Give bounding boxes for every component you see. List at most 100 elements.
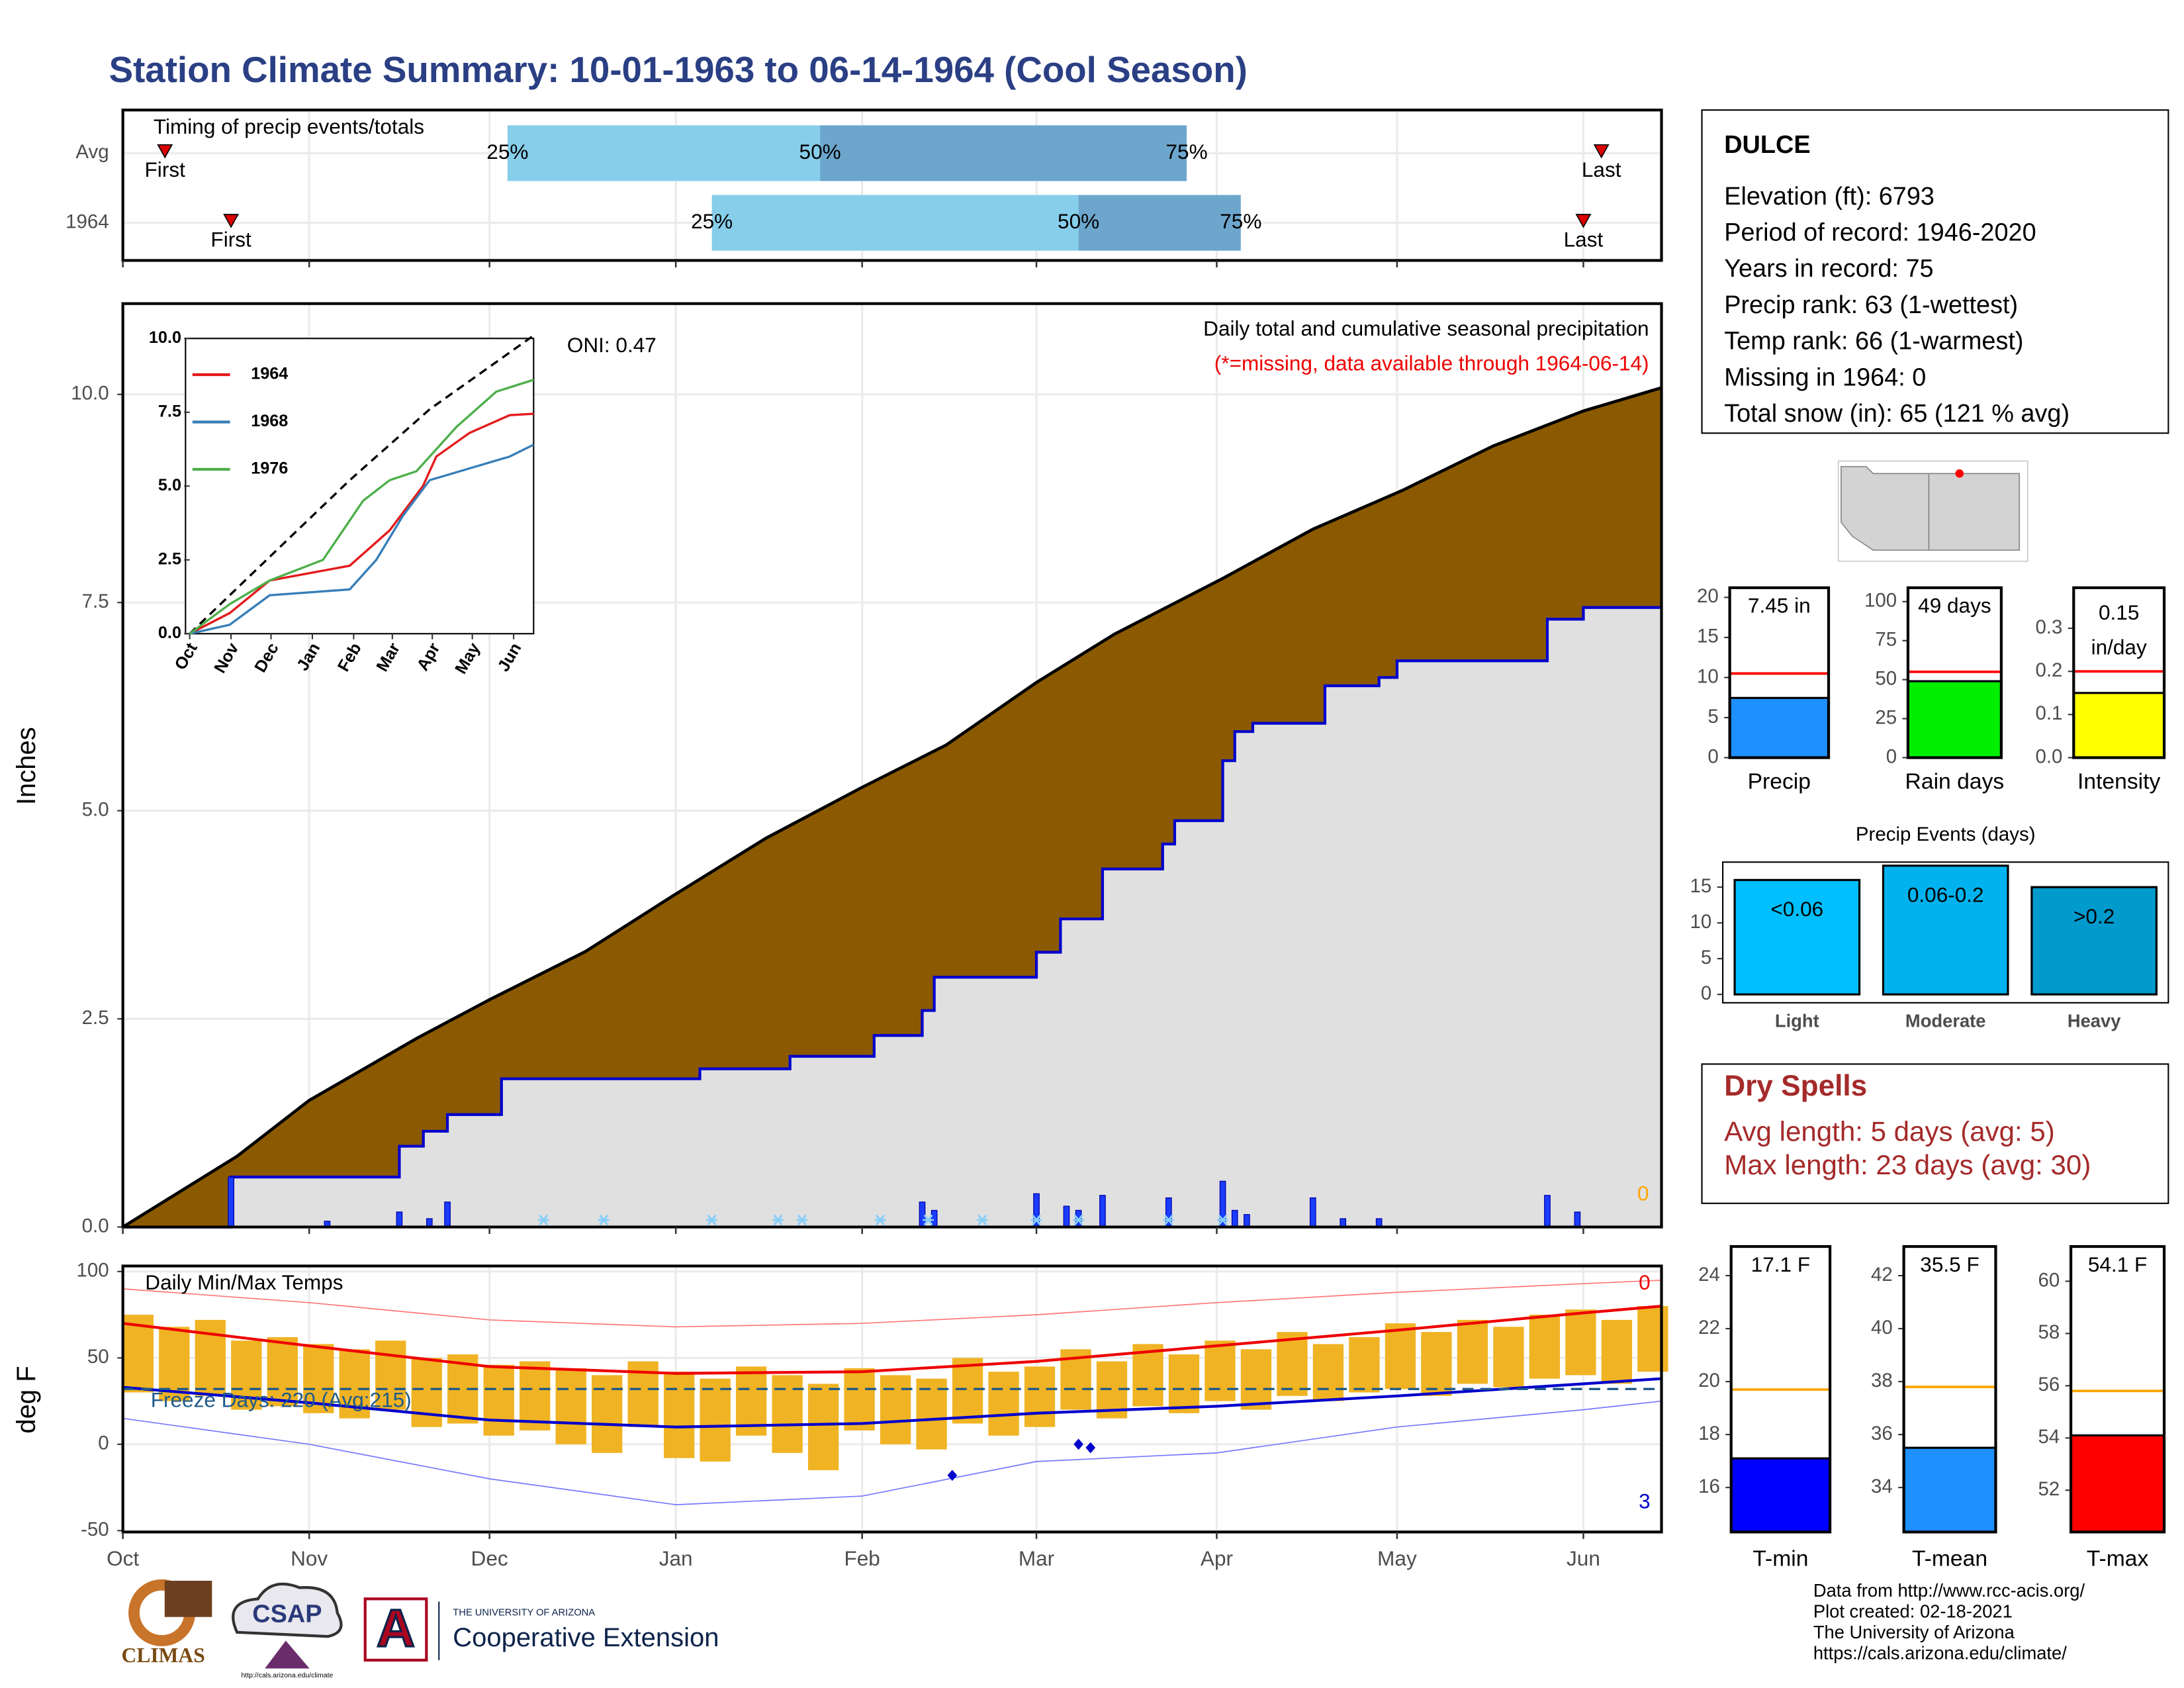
series-line (189, 444, 535, 635)
temp-line (122, 1400, 1662, 1505)
temp-line (122, 1280, 1662, 1328)
value-label: 17.1 F (1751, 1252, 1810, 1276)
y-tick-label: 22 (1698, 1317, 1720, 1338)
station-box (1701, 109, 2169, 434)
y-tick-label: 0.1 (2036, 702, 2063, 724)
temp-bar (1457, 1319, 1488, 1384)
x-tick-label: Apr (1201, 1546, 1233, 1570)
y-tick-label: 0.2 (2036, 659, 2063, 681)
category-label: T-max (2087, 1546, 2149, 1571)
station-line: Temp rank: 66 (1-warmest) (1724, 328, 2023, 355)
y-tick-label: 15 (1697, 626, 1719, 647)
temp-bar (663, 1372, 695, 1458)
percent-label: 50% (1058, 209, 1099, 233)
plot-frame (1906, 586, 2003, 759)
plot-frame (2069, 1244, 2166, 1534)
y-tick-label: 42 (1871, 1264, 1893, 1286)
legend-label: 1968 (251, 412, 288, 430)
season-line (122, 606, 1663, 1229)
y-tick-label: 24 (1698, 1264, 1720, 1286)
y-tick-label: 0.3 (2036, 616, 2063, 638)
timing-bar (711, 195, 1079, 251)
x-tick-label: Moderate (1905, 1011, 1986, 1031)
plot-frame (121, 1264, 1663, 1534)
station-lines: Elevation (ft): 6793 Period of record: 1… (1724, 183, 2070, 428)
snow-marker (772, 1214, 784, 1226)
y-tick-label: 58 (2038, 1321, 2060, 1343)
y-tick-label: 16 (1698, 1476, 1720, 1497)
ua-logo (363, 1597, 428, 1662)
value-label-part: in/day (2091, 635, 2147, 659)
snow-marker (598, 1214, 610, 1226)
series-line (189, 334, 535, 635)
x-tick-label: Feb (844, 1546, 880, 1570)
season-area (122, 606, 1662, 1227)
plot-frame (1728, 586, 1831, 759)
chart-title: Precip Events (days) (1856, 823, 2036, 845)
gauge-bar (1730, 1457, 1831, 1533)
y-tick-label: 75 (1875, 629, 1897, 651)
gauge-bar (1903, 1446, 1997, 1533)
y-tick-label: 38 (1871, 1370, 1893, 1391)
y-tick-label: 0 (98, 1432, 109, 1454)
missing-count: 0 (1637, 1182, 1649, 1205)
location-map (1838, 460, 2028, 562)
value-label: 0.15 in/day (2091, 600, 2147, 659)
map-state (1928, 473, 2021, 551)
temp-bar (880, 1375, 911, 1444)
logos: CLIMAS CSAP http://cals.arizona.edu/clim… (122, 1579, 719, 1679)
station-line: Precip rank: 63 (1-wettest) (1724, 291, 2018, 319)
y-tick-label: 100 (76, 1260, 109, 1282)
snow-marker (706, 1214, 718, 1226)
plot-frame (1722, 861, 2169, 1004)
x-tick-label: Jun (1567, 1546, 1600, 1570)
x-tick-label: May (1377, 1546, 1417, 1570)
first-label: First (210, 227, 251, 251)
y-tick-label: 0 (1886, 745, 1897, 767)
chart-title: Daily total and cumulative seasonal prec… (1203, 316, 1649, 340)
y-tick-label: 15 (1690, 875, 1712, 897)
y-tick-label: 10.0 (149, 328, 181, 347)
dry-spells-box (1701, 1063, 2169, 1204)
temp-bar (988, 1372, 1019, 1436)
gauge-bar (1729, 696, 1830, 759)
csap-url: http://cals.arizona.edu/climate (241, 1671, 333, 1679)
gauge-bar (2070, 1434, 2165, 1533)
bin-label: <0.06 (1770, 897, 1823, 921)
temp-line (122, 1304, 1662, 1375)
temp-bar (375, 1340, 406, 1410)
y-tick-label: 0 (1707, 745, 1718, 767)
plot-frame (121, 302, 1663, 1229)
last-label: Last (1564, 227, 1604, 251)
record-high-count: 0 (1639, 1270, 1651, 1294)
footer-line: Data from http://www.rcc-acis.org/ (1813, 1580, 2085, 1601)
climas-text: CLIMAS (122, 1644, 205, 1667)
plots: Avg 25% 50% 75% First Last 1964 25% 50% 75% First L… (12, 109, 2169, 1571)
map-state (1841, 465, 1930, 551)
climas-logo (164, 1580, 212, 1617)
value-label: 35.5 F (1920, 1252, 1979, 1276)
ua-mark: A (377, 1599, 415, 1658)
y-tick-label: 25 (1875, 706, 1897, 728)
temp-bar (807, 1383, 839, 1470)
chart-title: Daily Min/Max Temps (145, 1270, 343, 1294)
station-name: DULCE (1724, 131, 1810, 159)
category-label: Intensity (2077, 769, 2161, 794)
category-label: T-mean (1912, 1546, 1987, 1571)
temp-bar (483, 1364, 514, 1436)
y-tick-label: 0.0 (82, 1215, 109, 1237)
timing-marker (157, 144, 173, 159)
footer-line: https://cals.arizona.edu/climate/ (1813, 1643, 2067, 1664)
plot-frame (1729, 1244, 1832, 1534)
y-tick-label: 56 (2038, 1374, 2060, 1395)
timing-marker (1593, 144, 1610, 159)
page-title: Station Climate Summary: 10-01-1963 to 0… (109, 49, 1248, 90)
temp-bar (1024, 1366, 1056, 1427)
y-tick-label: 10 (1697, 665, 1719, 687)
daily-bar (1544, 1195, 1551, 1228)
y-tick-label: 5.0 (82, 798, 109, 820)
value-label: 54.1 F (2088, 1252, 2147, 1276)
temp-bar (520, 1361, 551, 1430)
timing-bar (820, 125, 1187, 181)
